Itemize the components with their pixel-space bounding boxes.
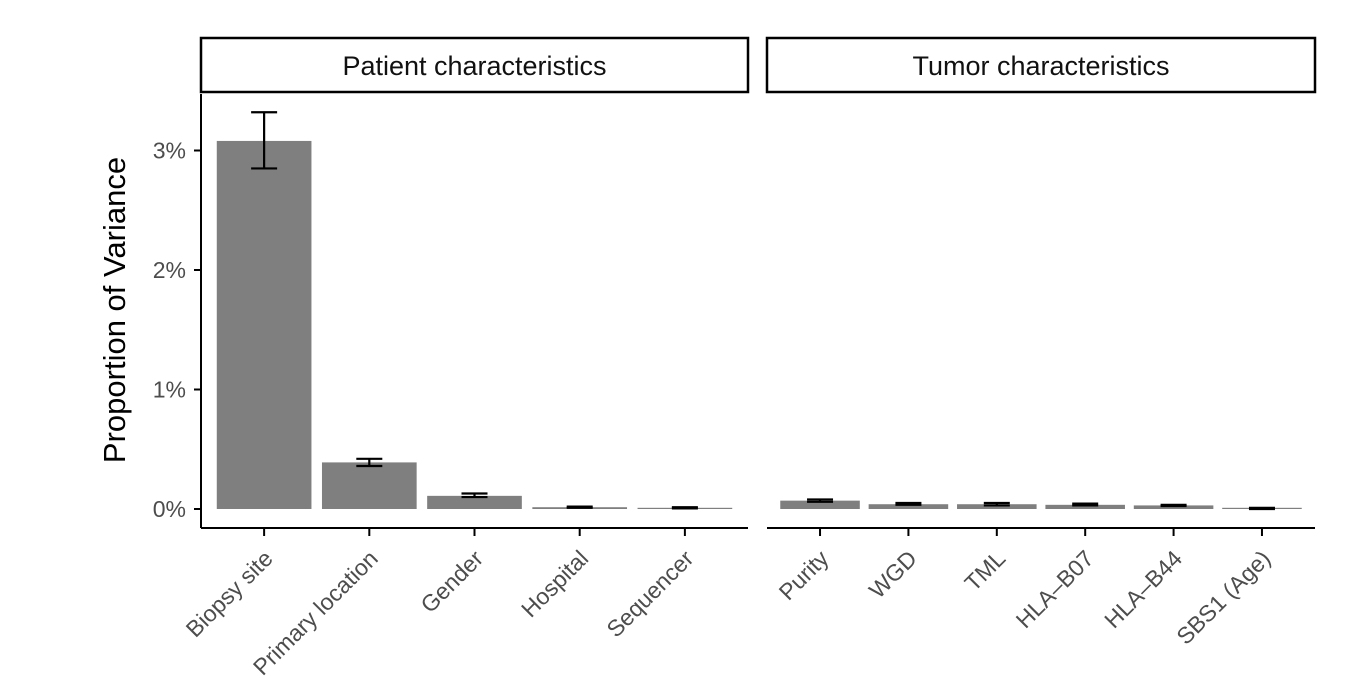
bar [1045,504,1125,509]
bar [427,495,522,509]
y-tick-label: 3% [153,138,186,164]
x-tick-label: SBS1 (Age) [1171,545,1275,649]
error-bar [566,505,593,509]
error-bar [461,492,488,499]
bar [957,504,1037,509]
y-tick-label: 0% [153,496,186,522]
y-axis: 0% 1% 2% 3% [153,94,202,528]
error-bar [983,501,1010,507]
x-tick-label: Purity [774,545,834,605]
x-tick-label: Sequencer [601,545,698,642]
error-bar [251,111,278,170]
y-tick-label: 1% [153,377,186,403]
facet-title: Patient characteristics [342,51,606,81]
bar [780,500,860,509]
error-bar [1160,503,1187,508]
error-bar [807,498,834,503]
error-bar [1248,506,1275,511]
x-tick-label: Biopsy site [181,545,278,642]
facet-strip [765,36,1317,94]
error-bar [671,506,698,510]
y-tick-label: 2% [153,257,186,283]
bar [321,462,417,509]
x-tick-label: HLA–B07 [1011,545,1099,633]
y-axis-title: Proportion of Variance [97,157,132,463]
bar [1133,505,1214,509]
facet-strip [199,36,750,94]
bar [868,504,949,509]
bar [216,140,312,509]
panel-1: Tumor characteristics Purity WGD TML HLA–B07… [765,36,1317,649]
error-bar [1072,502,1099,507]
x-tick-label: Hospital [516,545,593,622]
error-bar [895,501,922,506]
error-bar [356,457,383,468]
x-tick-label: WGD [864,545,922,603]
x-tick-label: Gender [415,545,488,618]
x-tick-label: HLA–B44 [1099,545,1187,633]
facet-title: Tumor characteristics [912,51,1169,81]
x-tick-label: TML [959,545,1010,596]
